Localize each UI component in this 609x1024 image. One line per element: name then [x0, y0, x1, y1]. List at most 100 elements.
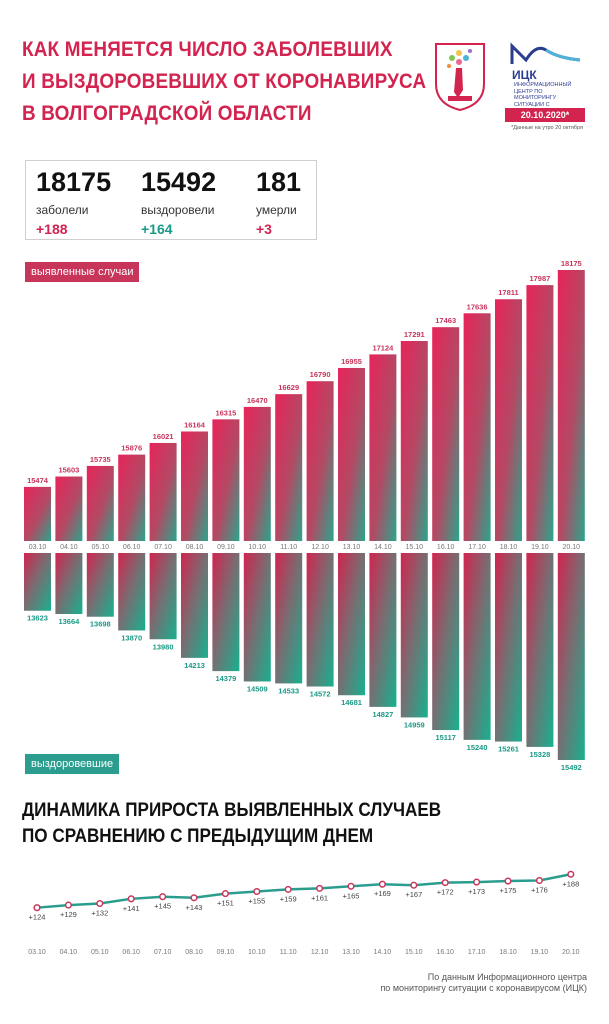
recovered-bar-label: 13698	[90, 620, 111, 629]
growth-date-label: 04.10	[60, 949, 78, 956]
cases-bar	[557, 270, 585, 541]
growth-date-label: 10.10	[248, 949, 266, 956]
recovered-bar-label: 14213	[184, 661, 205, 670]
growth-date-label: 08.10	[185, 949, 203, 956]
growth-line	[36, 873, 572, 909]
growth-date-label: 03.10	[28, 949, 46, 956]
growth-value-label: +165	[343, 891, 360, 900]
recovered-series-label: выздоровевшие	[25, 754, 120, 774]
growth-title-line: по сравнению с предыдущим днем	[22, 826, 374, 847]
growth-value-label: +141	[123, 904, 140, 913]
growth-line-chart: +124 03.10 +129 04.10 +132 05.10 +141 06.10 +145…	[28, 870, 580, 956]
recovered-delta: +164	[141, 221, 173, 237]
growth-value-label: +173	[468, 887, 485, 896]
cases-bar-label: 17811	[498, 288, 518, 297]
recovered-bar	[275, 553, 303, 684]
cases-total: 18175	[36, 167, 112, 197]
deaths-total: 181	[256, 167, 302, 197]
recovered-bar-label: 14959	[404, 720, 425, 729]
date-tick-label: 10.10	[249, 544, 267, 551]
stat-cases: 18175 заболели +188	[36, 167, 111, 237]
recovered-bar-label: 14379	[215, 674, 236, 683]
cases-bar-label: 16021	[153, 432, 174, 441]
growth-date-label: 19.10	[531, 949, 549, 956]
growth-value-label: +161	[311, 893, 328, 902]
recovered-bar	[55, 553, 83, 615]
cases-bar-label: 15603	[58, 466, 79, 475]
growth-date-label: 09.10	[217, 949, 235, 956]
source-note: По данным Информационного центра по мони…	[287, 972, 587, 994]
growth-date-label: 13.10	[342, 949, 360, 956]
recovered-bar-label: 13623	[27, 614, 48, 623]
cases-bar	[338, 367, 365, 541]
recovered-bar-label: 14827	[372, 710, 393, 719]
recovered-bar	[463, 553, 491, 740]
cases-bar-label: 16955	[341, 357, 362, 366]
cases-bar-label: 15735	[90, 455, 111, 464]
recovered-bar	[306, 553, 334, 687]
recovered-bar	[432, 553, 460, 731]
title-line: Как меняется число заболевших	[22, 38, 393, 61]
cases-bar	[432, 327, 460, 541]
growth-date-label: 16.10	[436, 949, 454, 956]
cases-bar-label: 17463	[435, 316, 456, 325]
logo-name: ИЦК	[512, 68, 537, 82]
growth-point	[473, 878, 481, 886]
growth-value-label: +169	[374, 889, 391, 898]
cases-bar-label: 16629	[278, 383, 299, 392]
date-tick-label: 03.10	[29, 544, 47, 551]
title-line: и выздоровевших от коронавируса	[22, 70, 427, 93]
recovered-bar-label: 15492	[561, 763, 582, 772]
recovered-total: 15492	[141, 167, 217, 197]
cases-bar	[463, 313, 491, 541]
recovered-bar	[181, 553, 208, 658]
growth-point	[535, 876, 543, 885]
growth-date-label: 20.10	[562, 949, 580, 956]
cases-bar-label: 16790	[310, 370, 331, 379]
cases-bar	[495, 299, 522, 541]
growth-date-label: 18.10	[499, 949, 517, 956]
date-tick-label: 18.10	[500, 544, 518, 551]
cases-bar	[306, 381, 334, 541]
page-title: Как меняется число заболевших и выздоров…	[22, 34, 427, 130]
cases-bar	[212, 419, 240, 541]
growth-point	[64, 901, 72, 909]
growth-point	[96, 899, 104, 908]
recovered-bar-label: 14572	[310, 690, 331, 699]
recovered-label: выздоровели	[141, 203, 215, 217]
growth-value-label: +155	[248, 897, 265, 906]
growth-point	[190, 894, 198, 902]
source-line: по мониторингу ситуации с коронавирусом …	[380, 983, 587, 993]
growth-chart-title: Динамика прироста выявленных случаев по …	[22, 798, 441, 850]
cases-bar	[55, 476, 83, 541]
growth-point	[378, 880, 386, 888]
growth-value-label: +188	[562, 879, 579, 888]
growth-value-label: +175	[500, 886, 517, 895]
coat-of-arms-icon	[435, 43, 485, 112]
date-tick-label: 07.10	[154, 544, 172, 551]
date-tick-label: 16.10	[437, 544, 455, 551]
cases-bar	[149, 442, 177, 541]
growth-value-label: +124	[29, 913, 46, 922]
recovered-bar-label: 13980	[153, 642, 174, 651]
recovered-bar	[86, 553, 114, 617]
recovered-bar-label: 14533	[278, 686, 299, 695]
date-badge: 20.10.2020*	[505, 108, 585, 122]
cases-bar-label: 16470	[247, 396, 268, 405]
cases-bar-label: 17636	[467, 302, 488, 311]
cases-bar	[118, 454, 146, 541]
growth-date-label: 12.10	[311, 949, 329, 956]
recovered-bar	[400, 553, 428, 718]
recovered-bar	[338, 553, 365, 696]
growth-value-label: +172	[437, 888, 454, 897]
recovered-bar	[369, 553, 397, 707]
growth-point	[410, 881, 418, 889]
recovered-bar-label: 15328	[529, 750, 550, 759]
growth-value-label: +132	[91, 909, 108, 918]
growth-point	[127, 895, 135, 903]
recovered-bar	[118, 553, 146, 631]
cases-bar-label: 15474	[27, 476, 49, 485]
stats-panel: 18175 заболели +188 15492 выздоровели +1…	[25, 160, 317, 240]
growth-point	[33, 904, 41, 912]
recovered-bar-label: 14681	[341, 698, 362, 707]
